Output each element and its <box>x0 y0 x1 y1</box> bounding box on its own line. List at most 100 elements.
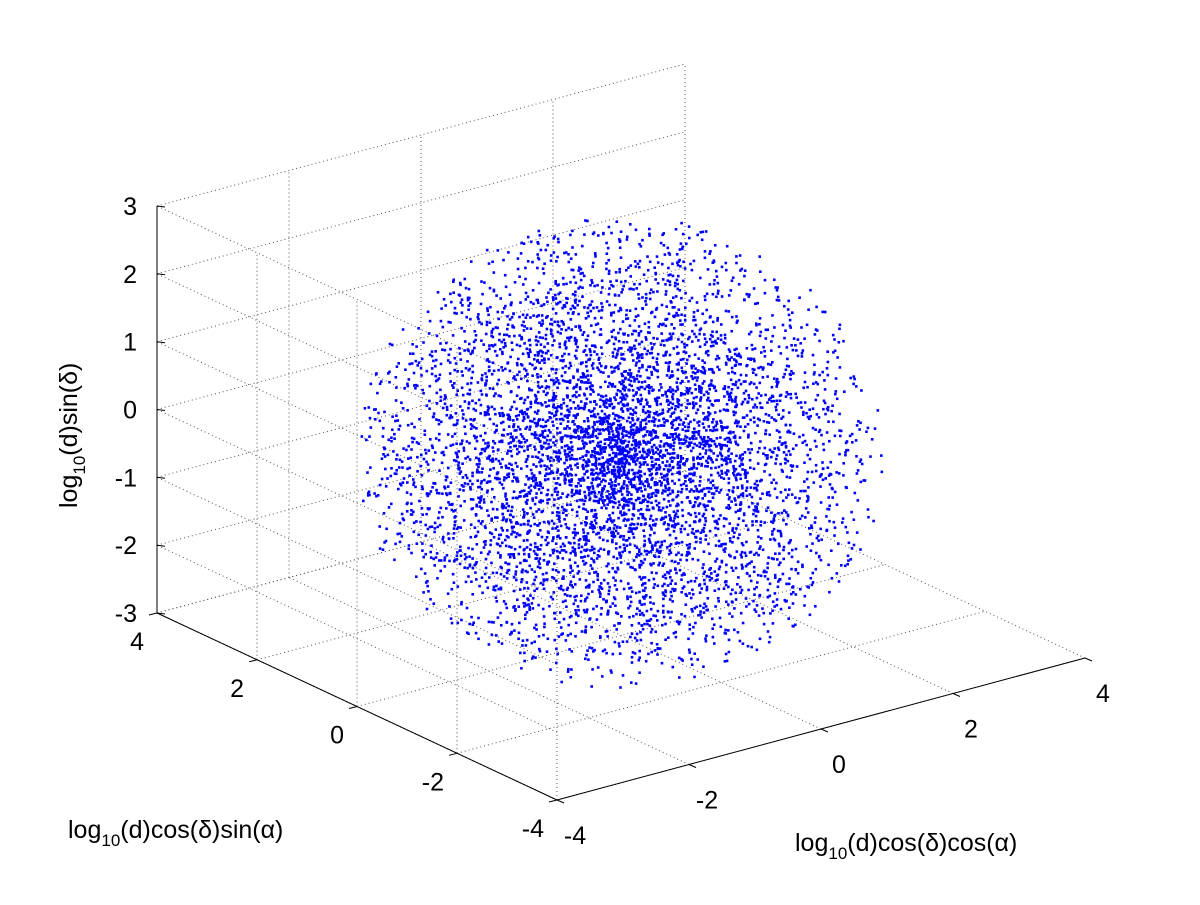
data-point <box>798 497 801 500</box>
data-point <box>580 551 583 554</box>
data-point <box>645 353 648 356</box>
data-point <box>623 544 626 547</box>
data-point <box>693 532 696 535</box>
data-point <box>592 608 595 611</box>
data-point <box>681 367 684 370</box>
data-point <box>436 577 439 580</box>
data-point <box>729 395 732 398</box>
data-point <box>428 332 431 335</box>
data-point <box>781 512 784 515</box>
data-point <box>553 235 556 238</box>
data-point <box>607 582 610 585</box>
data-point <box>791 493 794 496</box>
data-point <box>570 257 573 260</box>
data-point <box>629 636 632 639</box>
data-point <box>756 484 759 487</box>
data-point <box>584 543 587 546</box>
data-point <box>533 358 536 361</box>
data-point <box>646 478 649 481</box>
data-point <box>531 374 534 377</box>
data-point <box>513 335 516 338</box>
data-point <box>741 484 744 487</box>
data-point <box>639 451 642 454</box>
data-point <box>643 603 646 606</box>
data-point <box>641 381 644 384</box>
data-point <box>505 465 508 468</box>
data-point <box>498 460 501 463</box>
data-point <box>625 309 628 312</box>
data-point <box>576 466 579 469</box>
data-point <box>654 556 657 559</box>
data-point <box>450 481 453 484</box>
data-point <box>717 292 720 295</box>
data-point <box>851 433 854 436</box>
data-point <box>827 466 830 469</box>
data-point <box>465 367 468 370</box>
data-point <box>565 514 568 517</box>
data-point <box>426 492 429 495</box>
data-point <box>764 355 767 358</box>
data-point <box>697 559 700 562</box>
data-point <box>811 542 814 545</box>
data-point <box>526 512 529 515</box>
data-point <box>671 456 674 459</box>
data-point <box>615 356 618 359</box>
data-point <box>615 542 618 545</box>
data-point <box>613 396 616 399</box>
data-point <box>748 506 751 509</box>
data-point <box>447 592 450 595</box>
data-point <box>665 290 668 293</box>
data-point <box>570 580 573 583</box>
data-point <box>657 376 660 379</box>
data-point <box>847 449 850 452</box>
data-point <box>651 420 654 423</box>
data-point <box>456 554 459 557</box>
data-point <box>627 266 630 269</box>
data-point <box>546 536 549 539</box>
data-point <box>682 515 685 518</box>
data-point <box>542 510 545 513</box>
data-point <box>620 230 623 233</box>
data-point <box>565 459 568 462</box>
data-point <box>669 493 672 496</box>
data-point <box>593 400 596 403</box>
data-point <box>613 527 616 530</box>
data-point <box>543 272 546 275</box>
data-point <box>509 514 512 517</box>
data-point <box>618 381 621 384</box>
data-point <box>493 586 496 589</box>
data-point <box>596 306 599 309</box>
data-point <box>763 570 766 573</box>
data-point <box>574 635 577 638</box>
data-point <box>845 487 848 490</box>
data-point <box>506 529 509 532</box>
data-point <box>732 431 735 434</box>
data-point <box>673 327 676 330</box>
data-point <box>700 464 703 467</box>
data-point <box>636 419 639 422</box>
data-point <box>767 630 770 633</box>
data-point <box>806 454 809 457</box>
data-point <box>516 465 519 468</box>
grid-line <box>457 611 985 753</box>
data-point <box>496 424 499 427</box>
data-point <box>693 419 696 422</box>
data-point <box>473 426 476 429</box>
data-point <box>490 539 493 542</box>
data-point <box>569 281 572 284</box>
data-point <box>581 381 584 384</box>
data-point <box>579 329 582 332</box>
data-point <box>749 383 752 386</box>
data-point <box>523 325 526 328</box>
data-point <box>656 482 659 485</box>
data-point <box>752 371 755 374</box>
data-point <box>686 359 689 362</box>
data-point <box>533 571 536 574</box>
data-point <box>670 301 673 304</box>
data-point <box>651 477 654 480</box>
data-point <box>592 367 595 370</box>
data-point <box>492 450 495 453</box>
data-point <box>540 304 543 307</box>
data-point <box>449 380 452 383</box>
data-point <box>587 464 590 467</box>
